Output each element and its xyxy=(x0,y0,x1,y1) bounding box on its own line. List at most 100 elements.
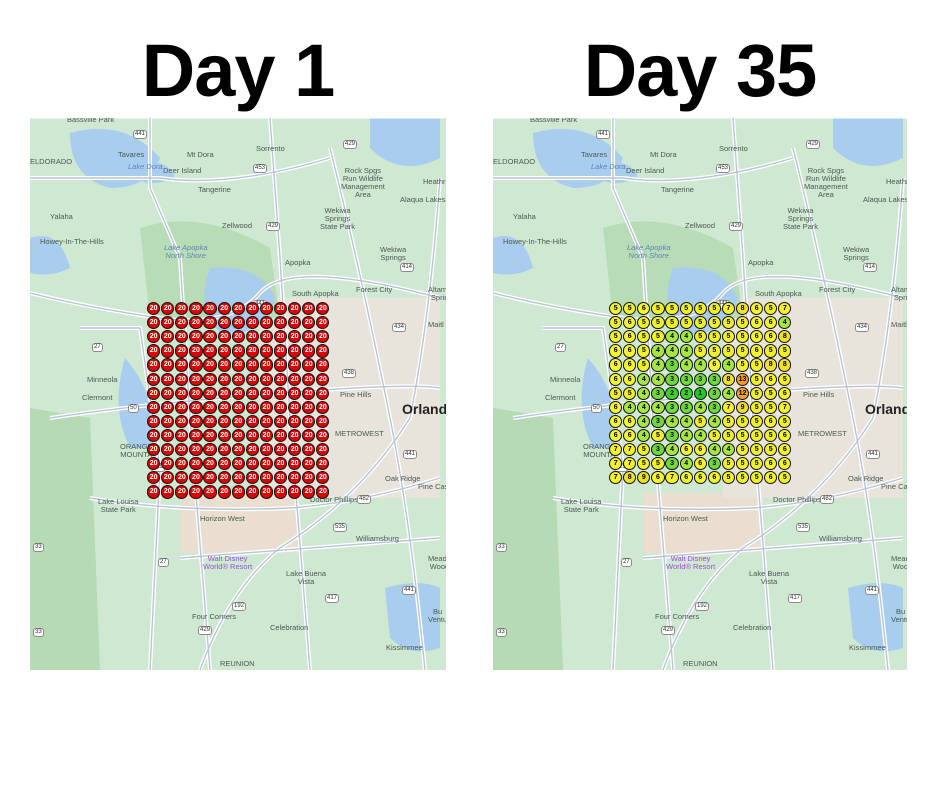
rank-marker[interactable]: 20 xyxy=(147,330,161,344)
rank-marker[interactable]: 20 xyxy=(217,316,231,330)
rank-marker[interactable]: 20 xyxy=(316,457,330,471)
rank-marker[interactable]: 20 xyxy=(203,372,217,386)
rank-marker[interactable]: 6 xyxy=(764,414,778,429)
rank-marker[interactable]: 20 xyxy=(175,457,189,471)
rank-marker[interactable]: 20 xyxy=(175,428,189,443)
rank-marker[interactable]: 6 xyxy=(693,457,707,471)
rank-marker[interactable]: 20 xyxy=(231,485,245,499)
rank-marker[interactable]: 9 xyxy=(735,400,750,414)
rank-marker[interactable]: 6 xyxy=(623,330,637,344)
rank-marker[interactable]: 20 xyxy=(203,316,217,330)
rank-marker[interactable]: 6 xyxy=(778,457,792,471)
rank-marker[interactable]: 20 xyxy=(231,414,245,429)
rank-marker[interactable]: 5 xyxy=(750,386,764,400)
rank-marker[interactable]: 3 xyxy=(665,358,679,372)
rank-marker[interactable]: 5 xyxy=(750,471,764,485)
rank-marker[interactable]: 20 xyxy=(203,428,217,443)
rank-marker[interactable]: 8 xyxy=(778,358,792,372)
rank-marker[interactable]: 20 xyxy=(316,302,330,316)
rank-marker[interactable]: 2 xyxy=(679,386,693,400)
rank-marker[interactable]: 7 xyxy=(609,443,623,457)
rank-marker[interactable]: 20 xyxy=(273,316,288,330)
rank-marker[interactable]: 5 xyxy=(721,330,736,344)
rank-marker[interactable]: 5 xyxy=(735,428,750,443)
rank-marker[interactable]: 20 xyxy=(273,358,288,372)
rank-marker[interactable]: 7 xyxy=(721,400,736,414)
rank-marker[interactable]: 5 xyxy=(764,443,778,457)
rank-marker[interactable]: 20 xyxy=(245,428,259,443)
rank-marker[interactable]: 5 xyxy=(637,358,651,372)
rank-marker[interactable]: 20 xyxy=(217,372,231,386)
rank-marker[interactable]: 4 xyxy=(721,386,736,400)
rank-marker[interactable]: 5 xyxy=(750,457,764,471)
rank-marker[interactable]: 5 xyxy=(651,316,665,330)
rank-marker[interactable]: 20 xyxy=(288,471,302,485)
rank-marker[interactable]: 20 xyxy=(245,372,259,386)
rank-marker[interactable]: 1 xyxy=(693,386,707,400)
rank-marker[interactable]: 20 xyxy=(273,330,288,344)
rank-marker[interactable]: 20 xyxy=(302,457,316,471)
rank-marker[interactable]: 20 xyxy=(273,443,288,457)
rank-marker[interactable]: 5 xyxy=(764,344,778,358)
rank-marker[interactable]: 4 xyxy=(679,414,693,429)
rank-marker[interactable]: 20 xyxy=(288,485,302,499)
rank-marker[interactable]: 4 xyxy=(665,330,679,344)
rank-marker[interactable]: 5 xyxy=(750,372,764,386)
rank-marker[interactable]: 5 xyxy=(778,344,792,358)
rank-marker[interactable]: 20 xyxy=(147,485,161,499)
rank-marker[interactable]: 5 xyxy=(721,316,736,330)
rank-marker[interactable]: 5 xyxy=(735,414,750,429)
rank-marker[interactable]: 20 xyxy=(161,344,175,358)
rank-marker[interactable]: 6 xyxy=(623,344,637,358)
rank-marker[interactable]: 6 xyxy=(750,316,764,330)
rank-marker[interactable]: 6 xyxy=(623,316,637,330)
rank-marker[interactable]: 5 xyxy=(637,443,651,457)
rank-marker[interactable]: 20 xyxy=(273,471,288,485)
rank-marker[interactable]: 7 xyxy=(609,457,623,471)
rank-marker[interactable]: 5 xyxy=(679,302,693,316)
rank-marker[interactable]: 20 xyxy=(147,471,161,485)
rank-marker[interactable]: 20 xyxy=(147,358,161,372)
rank-marker[interactable]: 20 xyxy=(175,302,189,316)
rank-marker[interactable]: 20 xyxy=(231,457,245,471)
rank-marker[interactable]: 20 xyxy=(189,316,203,330)
rank-marker[interactable]: 6 xyxy=(778,428,792,443)
rank-marker[interactable]: 5 xyxy=(651,330,665,344)
rank-marker[interactable]: 4 xyxy=(778,316,792,330)
rank-marker[interactable]: 20 xyxy=(245,302,259,316)
rank-marker[interactable]: 20 xyxy=(273,428,288,443)
rank-marker[interactable]: 20 xyxy=(161,485,175,499)
rank-marker[interactable]: 3 xyxy=(651,386,665,400)
rank-marker[interactable]: 20 xyxy=(259,485,274,499)
rank-marker[interactable]: 20 xyxy=(147,400,161,414)
rank-marker[interactable]: 8 xyxy=(623,471,637,485)
rank-marker[interactable]: 20 xyxy=(189,457,203,471)
rank-marker[interactable]: 5 xyxy=(735,457,750,471)
rank-marker[interactable]: 5 xyxy=(679,316,693,330)
rank-marker[interactable]: 20 xyxy=(189,372,203,386)
rank-marker[interactable]: 6 xyxy=(679,471,693,485)
rank-marker[interactable]: 5 xyxy=(764,428,778,443)
rank-marker[interactable]: 4 xyxy=(679,428,693,443)
rank-marker[interactable]: 20 xyxy=(245,316,259,330)
rank-marker[interactable]: 8 xyxy=(778,330,792,344)
rank-marker[interactable]: 5 xyxy=(721,414,736,429)
rank-marker[interactable]: 5 xyxy=(651,428,665,443)
rank-marker[interactable]: 20 xyxy=(302,344,316,358)
rank-marker[interactable]: 20 xyxy=(217,428,231,443)
rank-marker[interactable]: 20 xyxy=(175,358,189,372)
rank-marker[interactable]: 3 xyxy=(665,457,679,471)
rank-marker[interactable]: 20 xyxy=(231,443,245,457)
rank-marker[interactable]: 20 xyxy=(175,443,189,457)
rank-marker[interactable]: 20 xyxy=(288,400,302,414)
rank-marker[interactable]: 20 xyxy=(161,457,175,471)
rank-marker[interactable]: 20 xyxy=(231,386,245,400)
rank-marker[interactable]: 20 xyxy=(231,428,245,443)
rank-marker[interactable]: 20 xyxy=(302,386,316,400)
rank-marker[interactable]: 20 xyxy=(175,471,189,485)
rank-marker[interactable]: 5 xyxy=(778,372,792,386)
rank-marker[interactable]: 20 xyxy=(316,428,330,443)
rank-marker[interactable]: 20 xyxy=(302,330,316,344)
rank-marker[interactable]: 6 xyxy=(750,344,764,358)
rank-marker[interactable]: 5 xyxy=(609,386,623,400)
